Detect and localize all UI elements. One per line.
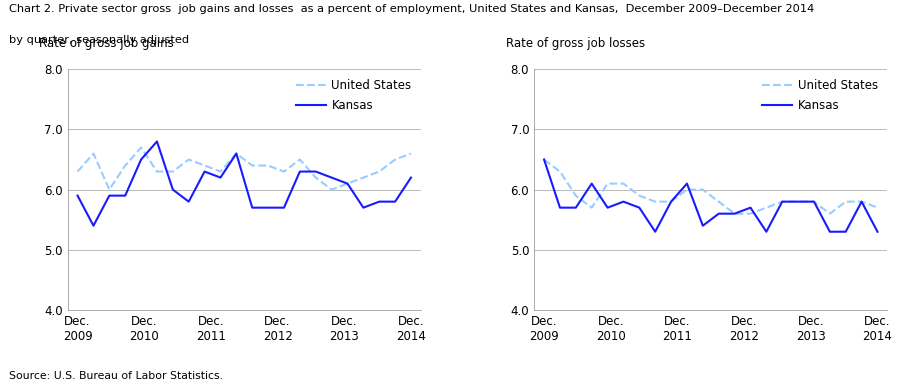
Kansas [602,205,613,210]
United States [602,181,613,186]
United States [745,211,756,216]
Kansas [729,211,740,216]
United States [808,199,819,204]
United States [263,163,274,168]
Text: Source: U.S. Bureau of Labor Statistics.: Source: U.S. Bureau of Labor Statistics. [9,371,223,381]
Kansas [278,205,289,210]
United States [539,157,550,162]
Line: Kansas: Kansas [77,142,411,226]
Kansas [104,193,114,198]
United States [326,187,337,192]
United States [761,205,772,210]
Legend: United States, Kansas: United States, Kansas [759,75,881,116]
Kansas [570,205,581,210]
United States [777,199,787,204]
Kansas [587,181,597,186]
United States [278,169,289,174]
Kansas [745,205,756,210]
United States [587,205,597,210]
United States [231,151,241,156]
Kansas [714,211,724,216]
Kansas [841,229,851,234]
Kansas [374,199,385,204]
United States [618,181,629,186]
United States [554,169,565,174]
United States [793,199,804,204]
Kansas [310,169,321,174]
United States [136,145,147,150]
United States [151,169,162,174]
Text: Rate of gross job gains: Rate of gross job gains [40,37,174,50]
Kansas [539,157,550,162]
Kansas [295,169,305,174]
United States [634,193,645,198]
United States [374,169,385,174]
Kansas [326,175,337,180]
Text: Rate of gross job losses: Rate of gross job losses [505,37,645,50]
United States [310,175,321,180]
Kansas [618,199,629,204]
Line: United States: United States [77,147,411,190]
Line: Kansas: Kansas [544,159,878,232]
United States [120,163,131,168]
United States [247,163,258,168]
Kansas [231,151,241,156]
Kansas [856,199,867,204]
Kansas [808,199,819,204]
Kansas [263,205,274,210]
Kansas [650,229,660,234]
United States [824,211,835,216]
United States [666,199,677,204]
United States [714,199,724,204]
United States [570,193,581,198]
United States [856,199,867,204]
Kansas [666,199,677,204]
Kansas [554,205,565,210]
Kansas [72,193,83,198]
Kansas [168,187,178,192]
Kansas [390,199,401,204]
Kansas [634,205,645,210]
United States [295,157,305,162]
United States [872,205,883,210]
United States [390,157,401,162]
United States [681,187,692,192]
Kansas [199,169,210,174]
Kansas [872,229,883,234]
United States [104,187,114,192]
United States [405,151,416,156]
Kansas [120,193,131,198]
Kansas [247,205,258,210]
Kansas [151,139,162,144]
United States [168,169,178,174]
United States [199,163,210,168]
United States [183,157,194,162]
Kansas [793,199,804,204]
Kansas [681,181,692,186]
Kansas [697,223,708,228]
Text: Chart 2. Private sector gross  job gains and losses  as a percent of employment,: Chart 2. Private sector gross job gains … [9,4,815,14]
United States [650,199,660,204]
United States [72,169,83,174]
Kansas [342,181,353,186]
Kansas [824,229,835,234]
United States [215,169,226,174]
United States [729,211,740,216]
United States [358,175,369,180]
Kansas [215,175,226,180]
Kansas [183,199,194,204]
Kansas [88,223,99,228]
Kansas [358,205,369,210]
United States [697,187,708,192]
Legend: United States, Kansas: United States, Kansas [293,75,415,116]
United States [88,151,99,156]
Text: by quarter, seasonally adjusted: by quarter, seasonally adjusted [9,35,189,45]
Kansas [777,199,787,204]
Line: United States: United States [544,159,878,214]
United States [342,181,353,186]
United States [841,199,851,204]
Kansas [405,175,416,180]
Kansas [136,157,147,162]
Kansas [761,229,772,234]
